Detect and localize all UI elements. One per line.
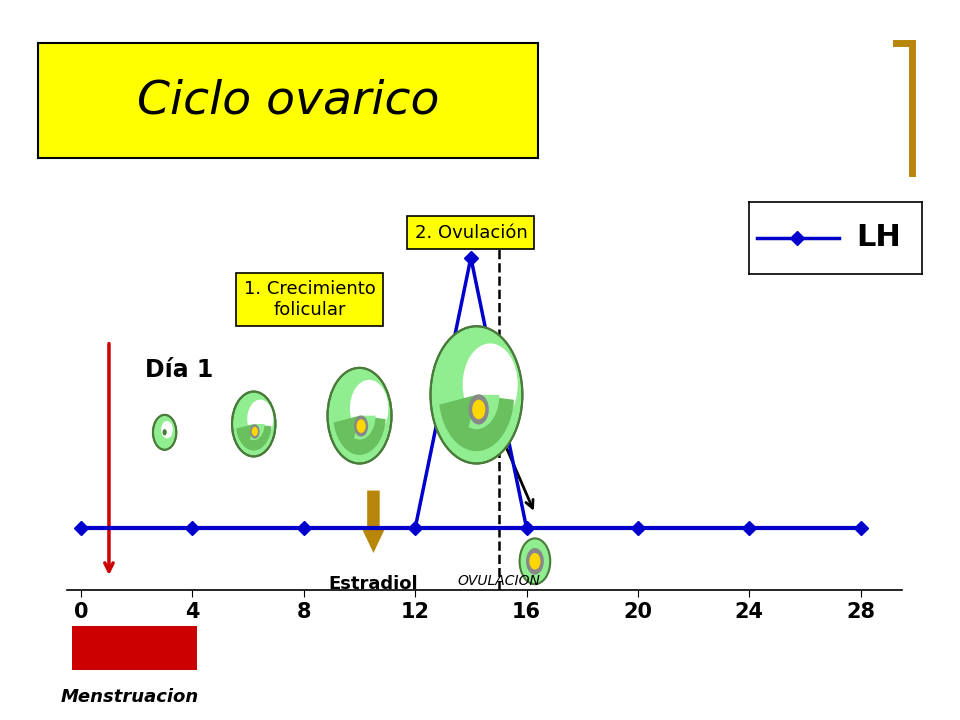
Circle shape <box>519 539 550 584</box>
Circle shape <box>468 395 489 425</box>
Text: 1. Crecimiento
folicular: 1. Crecimiento folicular <box>244 280 375 318</box>
Circle shape <box>162 429 167 436</box>
Text: Día 1: Día 1 <box>145 358 213 382</box>
Circle shape <box>250 424 259 438</box>
Text: LH: LH <box>856 223 900 252</box>
Circle shape <box>526 548 543 575</box>
Circle shape <box>463 343 517 426</box>
Circle shape <box>248 400 274 438</box>
Wedge shape <box>468 395 499 429</box>
Circle shape <box>529 553 540 570</box>
Circle shape <box>161 421 173 438</box>
Text: Ciclo ovarico: Ciclo ovarico <box>137 78 439 123</box>
Wedge shape <box>334 415 386 455</box>
Wedge shape <box>236 424 272 451</box>
Circle shape <box>349 380 389 437</box>
Circle shape <box>356 419 366 433</box>
Text: Estradiol: Estradiol <box>328 575 419 593</box>
Circle shape <box>354 415 369 436</box>
Wedge shape <box>250 424 265 440</box>
FancyArrow shape <box>362 490 385 553</box>
Circle shape <box>430 326 522 464</box>
Circle shape <box>472 400 486 419</box>
Wedge shape <box>354 415 375 440</box>
Circle shape <box>252 427 258 436</box>
Wedge shape <box>440 395 514 451</box>
Circle shape <box>327 368 392 464</box>
Text: OVULACION: OVULACION <box>457 575 540 588</box>
Text: Menstruacion: Menstruacion <box>60 688 199 706</box>
Text: 2. Ovulación: 2. Ovulación <box>415 224 527 242</box>
Circle shape <box>232 392 276 456</box>
Circle shape <box>153 415 177 450</box>
